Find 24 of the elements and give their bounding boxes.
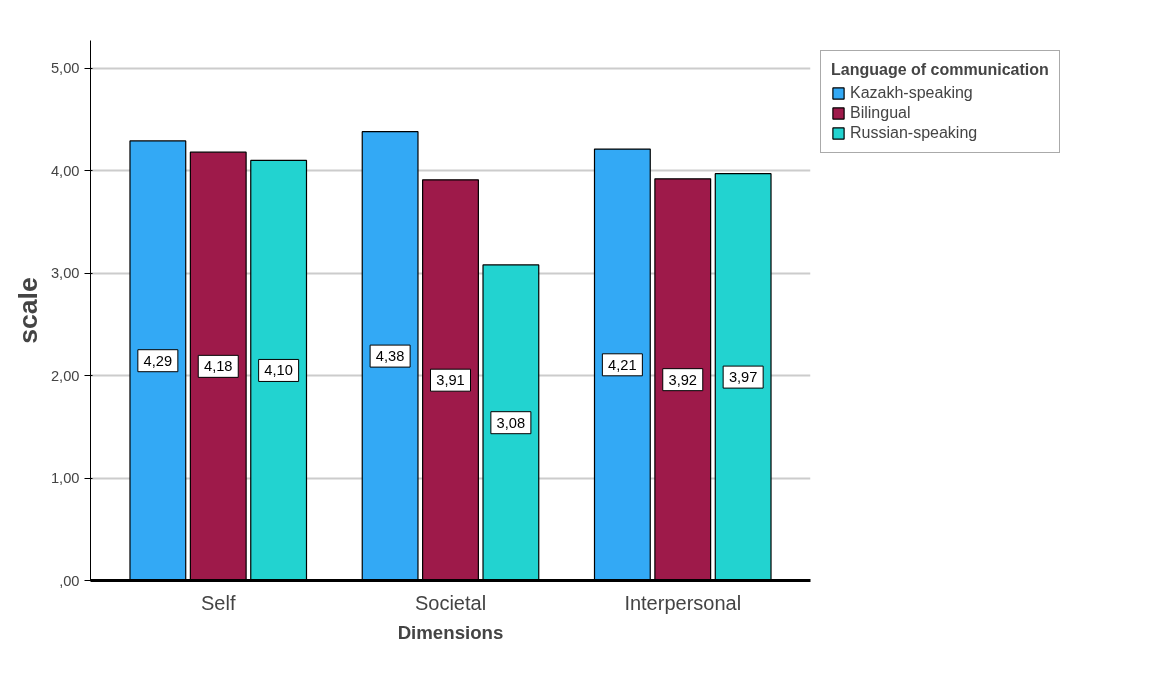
data-label: 3,97 xyxy=(728,369,758,386)
y-tick-label: 4,00 xyxy=(50,162,80,179)
data-label: 3,08 xyxy=(496,414,526,431)
data-label: 4,18 xyxy=(203,358,233,375)
data-label: 4,10 xyxy=(264,362,293,379)
data-label: 4,21 xyxy=(608,356,637,373)
legend-label: Bilingual xyxy=(850,104,911,122)
data-label: 4,29 xyxy=(143,352,173,369)
data-label: 4,38 xyxy=(375,348,405,365)
legend-title: Language of communication xyxy=(831,61,1049,79)
x-axis-title: Dimensions xyxy=(397,621,504,643)
legend-label: Russian-speaking xyxy=(850,124,978,142)
data-label: 3,91 xyxy=(436,372,465,389)
y-tick-label: 3,00 xyxy=(50,265,80,282)
x-tick-label: Self xyxy=(201,591,236,614)
y-tick-label: 2,00 xyxy=(50,367,80,384)
data-label: 3,92 xyxy=(668,371,698,388)
x-tick-label: Interpersonal xyxy=(624,591,742,614)
y-tick-label: 1,00 xyxy=(50,470,80,487)
y-tick-label: ,00 xyxy=(59,572,80,589)
x-tick-label: Societal xyxy=(414,591,487,614)
legend-label: Kazakh-speaking xyxy=(850,84,973,102)
y-axis-title: scale xyxy=(12,277,43,344)
y-tick-label: 5,00 xyxy=(50,60,80,77)
